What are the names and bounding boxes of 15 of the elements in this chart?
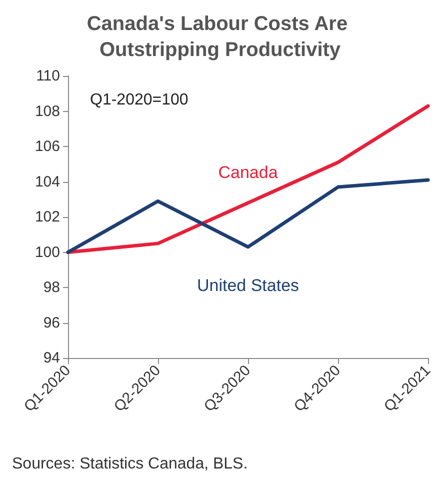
series-label: Canada [218, 162, 278, 182]
y-tick-label: 102 [34, 208, 60, 226]
y-tick-label: 104 [34, 173, 60, 190]
y-tick-label: 96 [43, 314, 60, 332]
y-tick-label: 100 [34, 244, 60, 261]
y-tick-label: 94 [43, 350, 60, 366]
y-tick-label: 108 [34, 102, 60, 120]
y-tick-label: 98 [43, 279, 60, 296]
text: United States [196, 276, 300, 295]
source-note: Sources: Statistics Canada, BLS. [12, 456, 248, 472]
chart-title: Canada's Labour Costs Are Outstripping Productivity [86, 13, 354, 61]
y-tick-label: 106 [34, 138, 60, 155]
line-series [66, 178, 430, 254]
annotation: Q1-2020=100 [90, 92, 188, 108]
y-tick-label: 110 [36, 68, 60, 84]
